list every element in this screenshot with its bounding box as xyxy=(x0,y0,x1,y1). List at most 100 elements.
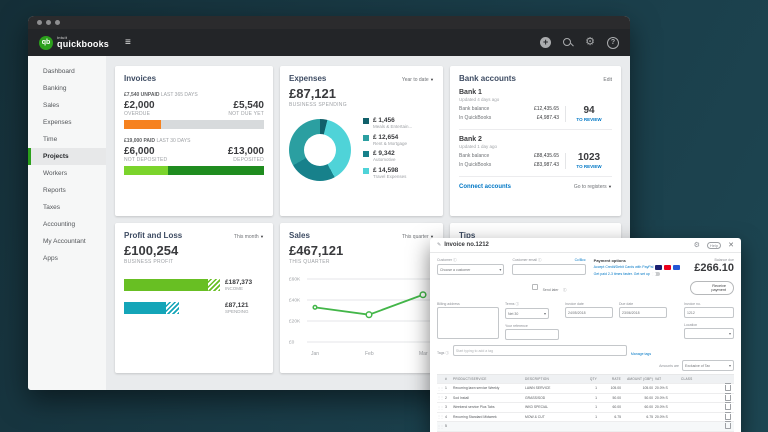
invoice-gear-icon[interactable]: ⚙ xyxy=(693,242,700,249)
overdue-amount: £2,000 xyxy=(124,100,155,111)
manage-tags-link[interactable]: Manage tags xyxy=(630,352,652,356)
invoice-header: ✎ Invoice no.1212 ⚙ Help ✕ xyxy=(430,238,741,253)
invoice-help-button[interactable]: Help xyxy=(706,241,722,249)
gear-icon[interactable]: ⚙ xyxy=(585,36,595,48)
income-amount: £187,373 xyxy=(225,279,253,286)
legend-item: £ 14,598 Travel Expenses xyxy=(363,167,412,179)
sidebar-item-accounting[interactable]: Accounting xyxy=(43,221,76,228)
invoice-date-input[interactable]: 24/05/2018 xyxy=(565,307,613,318)
payment-get-setup[interactable]: Get paid 2-3 times faster. Get set up xyxy=(594,271,683,276)
drag-handle-icon[interactable]: ⋮⋮ xyxy=(437,423,444,429)
not-due-label: NOT DUE YET xyxy=(228,111,264,117)
reference-input[interactable] xyxy=(505,329,559,340)
drag-handle-icon[interactable]: ⋮⋮ xyxy=(437,385,444,391)
table-row[interactable]: ⋮⋮ 2 Sod Install GRASS/SOD 1 50.00 50.00… xyxy=(437,392,734,403)
payment-option-cards[interactable]: Accept Credit/Debit Cards with PayPal xyxy=(594,265,683,270)
location-label: Location xyxy=(684,323,698,327)
trash-icon[interactable] xyxy=(724,411,731,420)
pl-range-select[interactable]: This month ▼ xyxy=(233,234,264,240)
payment-toggle[interactable] xyxy=(651,271,660,276)
sidebar-item-my-accountant[interactable]: My Accountant xyxy=(43,238,86,245)
invoices-card: Invoices £7,540 UNPAID LAST 365 DAYS £2,… xyxy=(115,66,273,216)
bank-account-row: Bank 2 Updated 1 day ago Bank balance £88… xyxy=(459,136,612,177)
bank1-to-review[interactable]: 94 TO REVIEW xyxy=(565,106,612,122)
brand-logo: intuit quickbooks xyxy=(57,36,109,49)
spending-amount: £87,121 xyxy=(225,302,249,310)
create-plus-icon[interactable]: + xyxy=(540,37,552,48)
sidebar-item-workers[interactable]: Workers xyxy=(43,170,68,177)
svg-text:£20K: £20K xyxy=(289,319,301,325)
paid-progress-bar[interactable] xyxy=(124,166,264,175)
bank2-to-review[interactable]: 1023 TO REVIEW xyxy=(565,153,612,169)
legend-swatch xyxy=(363,167,369,174)
expenses-caption: BUSINESS SPENDING xyxy=(289,102,347,108)
chevron-down-icon: ▼ xyxy=(260,234,264,239)
pl-amount: £100,254 xyxy=(124,243,179,258)
sidebar-item-dashboard[interactable]: Dashboard xyxy=(43,68,75,75)
table-row-empty[interactable]: ⋮⋮ 5 xyxy=(437,421,734,432)
hamburger-menu-icon[interactable]: ≡ xyxy=(125,37,131,48)
sidebar-item-banking[interactable]: Banking xyxy=(43,85,67,92)
terms-select[interactable]: Net 30 xyxy=(505,308,549,319)
sidebar-item-time[interactable]: Time xyxy=(43,136,58,143)
trash-icon[interactable] xyxy=(724,421,731,430)
location-select[interactable] xyxy=(684,328,734,339)
connect-accounts-link[interactable]: Connect accounts xyxy=(459,184,512,190)
send-later-checkbox[interactable] xyxy=(531,283,539,291)
spending-bar-row: £87,121 SPENDING xyxy=(124,302,264,314)
trash-icon[interactable] xyxy=(724,383,731,392)
search-icon[interactable] xyxy=(563,37,573,48)
sales-range-select[interactable]: This quarter ▼ xyxy=(401,234,434,240)
sidebar-item-projects[interactable]: Projects xyxy=(28,148,106,165)
expenses-total: £87,121 xyxy=(289,86,336,101)
chevron-down-icon: ▼ xyxy=(608,184,612,189)
invoice-no-input[interactable]: 1212 xyxy=(684,307,734,318)
not-due-amount: £5,540 xyxy=(233,100,264,111)
bank-card-title: Bank accounts xyxy=(459,74,516,83)
go-to-registers-select[interactable]: Go to registers ▼ xyxy=(573,184,612,190)
unpaid-progress-bar[interactable] xyxy=(124,120,264,129)
customer-email-label: Customer email xyxy=(512,258,537,262)
info-icon: ⓘ xyxy=(515,302,520,306)
window-titlebar[interactable] xyxy=(28,16,630,29)
drag-handle-icon[interactable]: ⋮⋮ xyxy=(437,395,444,401)
ccbcc-link[interactable]: Cc/Bcc xyxy=(574,258,586,262)
info-icon: ⓘ xyxy=(562,288,567,292)
window-control-icon[interactable] xyxy=(55,20,60,25)
amex-icon xyxy=(673,265,681,270)
info-icon: ⓘ xyxy=(453,258,457,262)
drag-handle-icon[interactable]: ⋮⋮ xyxy=(437,414,444,420)
window-control-icon[interactable] xyxy=(46,20,51,25)
trash-icon[interactable] xyxy=(724,392,731,401)
sidebar-item-reports[interactable]: Reports xyxy=(43,187,66,194)
sidebar-item-taxes[interactable]: Taxes xyxy=(43,204,60,211)
overdue-label: OVERDUE xyxy=(124,111,151,117)
sidebar-item-sales[interactable]: Sales xyxy=(43,102,60,109)
table-row[interactable]: ⋮⋮ 4 Recurring Standard Midweek MOW & CU… xyxy=(437,411,734,422)
legend-swatch xyxy=(363,118,369,124)
billing-address-input[interactable] xyxy=(437,307,499,339)
table-row[interactable]: ⋮⋮ 3 Weekend service Plus Tabs WKD SPECI… xyxy=(437,402,734,413)
trash-icon[interactable] xyxy=(724,402,731,411)
drag-handle-icon[interactable]: ⋮⋮ xyxy=(437,404,444,410)
due-date-input[interactable]: 23/06/2018 xyxy=(619,307,667,318)
invoice-close-icon[interactable]: ✕ xyxy=(728,242,734,249)
bank2-updated: Updated 1 day ago xyxy=(459,144,498,149)
svg-text:Feb: Feb xyxy=(365,351,374,357)
expenses-range-select[interactable]: Year to date ▼ xyxy=(401,77,434,83)
tags-input[interactable]: Start typing to add a tag xyxy=(452,345,627,356)
overdue-bar-segment xyxy=(124,120,162,129)
receive-payment-button[interactable]: Receive payment xyxy=(690,280,734,295)
table-row[interactable]: ⋮⋮ 1 Recurring lawn service Weekly LAWN … xyxy=(437,383,734,394)
sidebar-item-apps[interactable]: Apps xyxy=(43,255,58,262)
reference-label: Your reference xyxy=(505,324,528,328)
customer-select[interactable]: Choose a customer xyxy=(437,264,505,275)
bank1-in-qb: £4,987.43 xyxy=(536,115,559,121)
help-icon[interactable]: ? xyxy=(607,36,619,49)
sidebar-item-expenses[interactable]: Expenses xyxy=(43,119,72,126)
amounts-are-select[interactable]: Exclusive of Tax xyxy=(682,360,734,371)
customer-email-input[interactable] xyxy=(512,264,586,275)
window-control-icon[interactable] xyxy=(37,20,42,25)
bank-edit-link[interactable]: Edit xyxy=(603,77,612,83)
invoice-date-label: Invoice date xyxy=(565,302,584,306)
